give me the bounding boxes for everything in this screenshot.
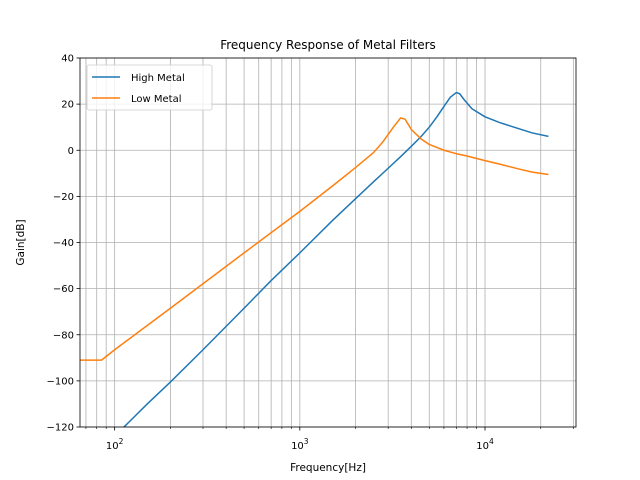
y-tick-label: −60 [53, 284, 74, 295]
x-tick-label: 102 [106, 437, 124, 452]
y-axis-title: Gain[dB] [15, 219, 27, 265]
y-tick-label: −100 [47, 376, 74, 387]
series-line-low-metal [80, 117, 549, 361]
y-tick-label: 20 [61, 100, 74, 111]
x-tick-label: 103 [291, 437, 309, 452]
series-line-high-metal [122, 91, 549, 427]
legend-label-low-metal: Low Metal [131, 94, 181, 105]
y-tick-label: −80 [53, 330, 74, 341]
y-tick-label: 0 [68, 146, 74, 157]
x-tick-label: 104 [476, 437, 494, 452]
y-tick-label: −120 [47, 423, 74, 434]
grid [80, 57, 576, 428]
series-layer [80, 91, 549, 427]
y-tick-label: 40 [61, 54, 74, 65]
legend-label-high-metal: High Metal [131, 73, 185, 84]
legend: High Metal Low Metal [86, 64, 213, 111]
x-axis-title: Frequency[Hz] [290, 462, 366, 474]
chart-title: Frequency Response of Metal Filters [220, 38, 436, 52]
y-tick-label: −40 [53, 238, 74, 249]
y-tick-label: −20 [53, 192, 74, 203]
axis-ticks: 40 20 0 −20 −40 −60 −80 −100 −120 102 103 104 [47, 54, 574, 452]
